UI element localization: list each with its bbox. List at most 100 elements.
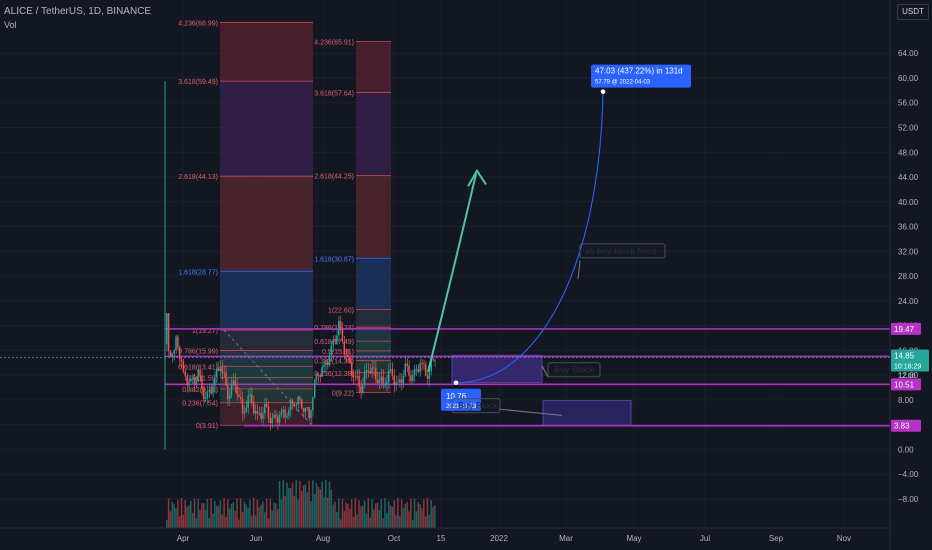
volume-bar (426, 498, 429, 528)
candle-body (180, 359, 183, 362)
candle-body (402, 375, 405, 384)
time-tick-label: May (626, 534, 641, 543)
volume-bar (391, 506, 394, 528)
candle-body (212, 385, 214, 394)
time-tick-label: 15 (437, 534, 446, 543)
volume-bar (387, 501, 390, 528)
volume-bar (217, 506, 220, 528)
fib-right-level-label: 2.618(44.25) (314, 173, 354, 180)
volume-bar (321, 481, 323, 528)
price-tick-label: 8.00 (898, 396, 914, 405)
volume-bar (199, 509, 201, 528)
volume-bar (419, 504, 421, 528)
volume-bar (397, 498, 399, 528)
candle-body (406, 363, 408, 366)
currency-button[interactable]: USDT (897, 4, 929, 20)
volume-bar (367, 498, 370, 528)
candle-body (282, 409, 284, 412)
candle-body (349, 356, 351, 363)
projection-summary: 47.03 (437.22%) in 131d (595, 67, 683, 76)
candle-body (247, 395, 249, 409)
candle-body (321, 367, 323, 377)
fib-right-level-label: 4.236(65.91) (314, 39, 354, 46)
volume-bar (349, 508, 351, 528)
time-tick-label: Mar (559, 534, 573, 543)
volume-bar (406, 501, 408, 528)
candle-body (404, 363, 407, 376)
projection-start-date: 2021-11-23 (446, 404, 477, 410)
candle-body (243, 412, 246, 414)
fib-right-zone (356, 92, 391, 176)
candle-body (356, 376, 358, 378)
candle-body (299, 396, 301, 400)
candle-body (273, 414, 275, 418)
candle-body (395, 382, 397, 386)
candle-body (317, 374, 320, 376)
candle-body (417, 368, 419, 373)
callout-pointer (577, 260, 581, 280)
candle-body (423, 363, 425, 365)
candle-body (275, 414, 277, 418)
candle-body (228, 395, 231, 400)
volume-bar (400, 499, 403, 528)
candle-body (343, 341, 346, 355)
current-price-label: 14.85 (894, 351, 915, 360)
fib-left-zone (220, 176, 313, 272)
volume-label: Vol (4, 20, 17, 30)
candle-body (262, 413, 264, 419)
volume-bar (299, 481, 301, 528)
volume-bar (384, 498, 386, 528)
candle-body (223, 372, 225, 374)
candle-body (432, 359, 434, 361)
candle-body (334, 339, 336, 342)
volume-bar (302, 485, 305, 528)
callout-pointer (541, 365, 549, 378)
volume-bar (202, 503, 205, 528)
time-axis[interactable]: Apr Jun Aug Oct 15 2022 Mar May Jul Sep Nov (0, 527, 890, 543)
buy-block-lower (542, 400, 632, 426)
candle-body (249, 394, 251, 396)
candle-body (291, 400, 294, 404)
volume-bar (408, 511, 410, 528)
candle-body (245, 408, 247, 413)
candle-body (269, 417, 272, 424)
volume-bar (177, 499, 179, 528)
volume-bar (421, 508, 423, 528)
price-tick-label: 40.00 (898, 198, 919, 207)
candle-body (166, 313, 168, 345)
price-tick-label: 56.00 (898, 99, 919, 108)
current-price-badge (891, 349, 929, 372)
time-tick-label: Jul (700, 534, 710, 543)
volume-bar (315, 483, 318, 528)
time-tick-label: Nov (837, 534, 851, 543)
volume-bar (352, 516, 355, 528)
candle-body (286, 415, 288, 418)
buy-block-upper (451, 354, 543, 384)
volume-bar (301, 491, 303, 528)
candle-body (332, 339, 334, 345)
price-axis[interactable]: 64.00 60.00 56.00 52.00 48.00 44.00 40.00 36.00… (889, 0, 929, 550)
price-tick-label: −8.00 (898, 495, 919, 504)
time-tick-label: 2022 (490, 534, 508, 543)
volume-bar (215, 505, 218, 528)
volume-bar (278, 481, 281, 528)
level-price-label: 3.83 (894, 422, 910, 431)
volume-bar (251, 515, 253, 528)
volume-bar (225, 516, 227, 528)
candle-body (339, 320, 342, 328)
volume-bar (428, 514, 431, 528)
callout-text: x5 buy block fixed (585, 246, 657, 256)
candle-body (391, 369, 394, 376)
price-tick-label: 24.00 (898, 297, 919, 306)
volume-bar (345, 502, 347, 528)
volume-bar (325, 480, 327, 528)
volume-bar (430, 500, 432, 528)
volume-bar (243, 501, 246, 528)
volume-bar (434, 505, 436, 528)
candle-body (367, 370, 370, 372)
volume-bar (358, 500, 360, 528)
volume-bar (395, 514, 397, 528)
fib-left-zone (220, 366, 313, 378)
volume-bar (249, 499, 251, 528)
